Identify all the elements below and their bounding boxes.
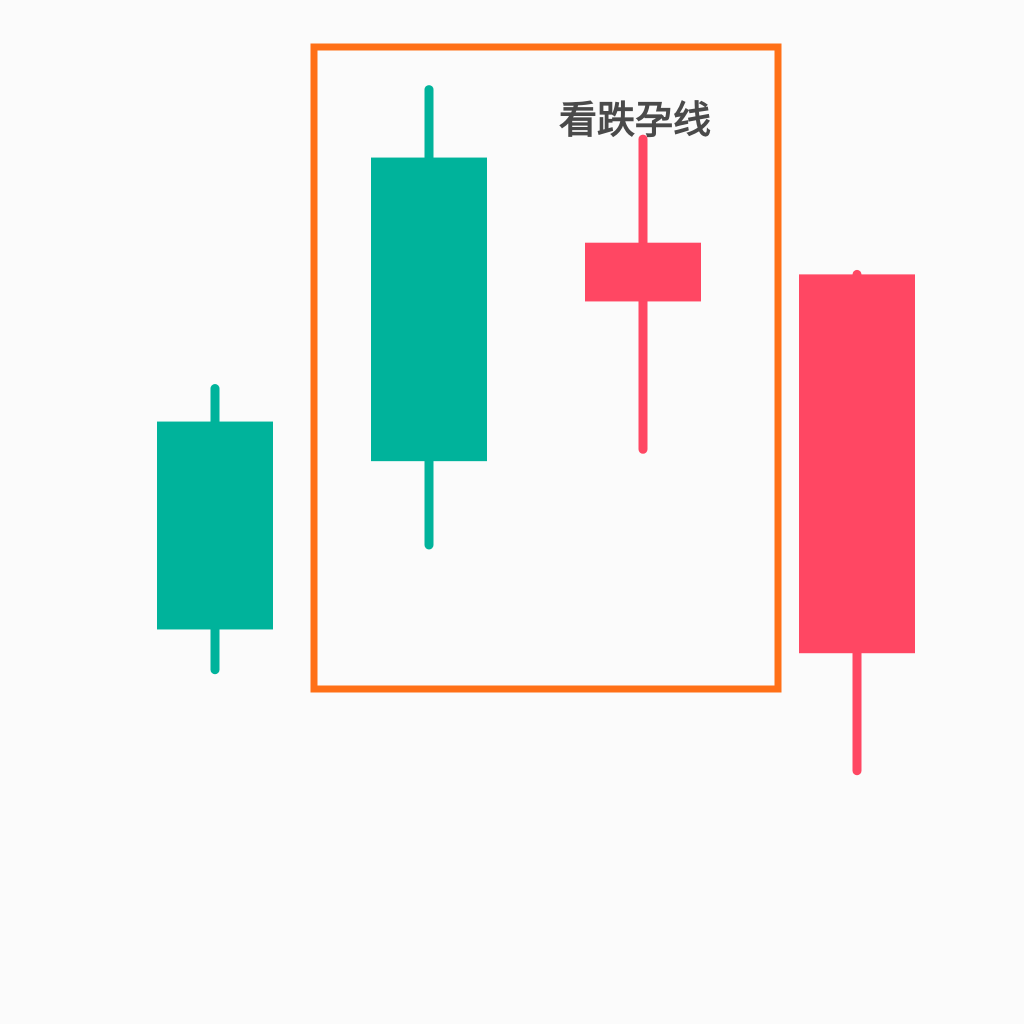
candle-1-body (157, 421, 273, 630)
candles-layer (157, 85, 915, 776)
pattern-highlight-box (310, 43, 782, 693)
candle-4-body (799, 274, 915, 654)
candle-2-body (371, 157, 487, 462)
candle-3-body (585, 242, 701, 302)
candle-3 (585, 134, 701, 454)
candle-4 (799, 269, 915, 776)
candle-1 (157, 384, 273, 675)
candle-2 (371, 85, 487, 550)
pattern-label: 看跌孕线 (559, 98, 711, 142)
